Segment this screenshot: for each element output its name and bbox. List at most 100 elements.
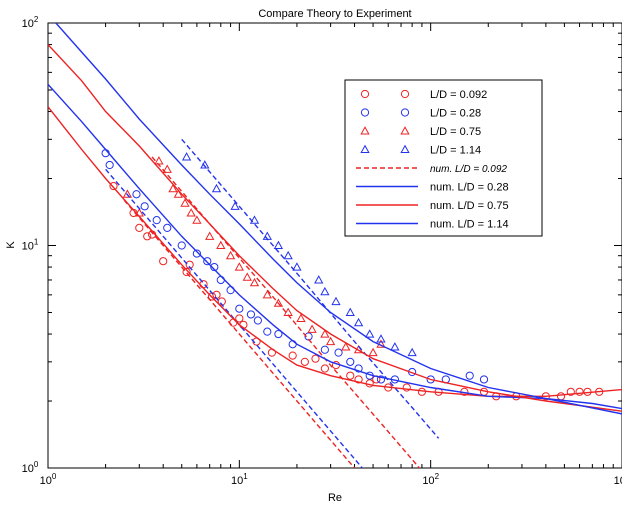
data-point-circle — [210, 262, 219, 272]
data-point-triangle — [234, 262, 244, 271]
x-axis-title: Re — [328, 492, 342, 504]
data-point-circle — [132, 190, 141, 199]
data-point-triangle — [216, 240, 226, 250]
series-line — [48, 106, 622, 397]
data-point-circle — [566, 387, 575, 396]
data-point-circle — [192, 249, 201, 258]
data-point-triangle — [211, 183, 222, 193]
data-point-circle — [109, 181, 118, 191]
data-point-triangle — [242, 272, 252, 281]
series-line — [181, 138, 440, 439]
data-point-triangle — [205, 231, 215, 240]
data-point-triangle — [353, 317, 364, 327]
data-point-triangle — [376, 334, 386, 343]
data-point-triangle — [162, 164, 172, 173]
data-point-triangle — [365, 329, 375, 338]
series-layer — [48, 23, 622, 468]
data-point-circle — [177, 241, 186, 250]
legend-label: num. L/D = 0.75 — [430, 200, 509, 212]
data-point-triangle — [230, 201, 240, 210]
legend-marker-triangle — [400, 144, 410, 154]
data-point-circle — [140, 202, 149, 211]
legend: L/D = 0.092 L/D = 0.28 L/D = 0.75 L/D = 1.1… — [344, 79, 543, 237]
y-axis-title: K — [5, 241, 17, 249]
data-point-triangle — [122, 189, 133, 198]
data-point-circle — [105, 160, 114, 170]
data-point-triangle — [173, 189, 183, 198]
legend-marker-triangle — [360, 144, 370, 154]
data-point-circle — [426, 375, 435, 384]
data-point-circle — [346, 357, 355, 366]
data-point-circle — [320, 345, 329, 354]
legend-box — [344, 79, 543, 237]
data-point-circle — [163, 223, 172, 232]
series-line — [55, 23, 622, 415]
data-point-triangle — [292, 262, 302, 271]
legend-marker-circle — [360, 89, 370, 99]
legend-marker-circle — [400, 108, 410, 117]
legend-label: num. L/D = 0.28 — [430, 182, 509, 194]
data-point-triangle — [192, 215, 202, 224]
series-line — [48, 44, 622, 412]
data-point-triangle — [262, 290, 272, 299]
data-point-triangle — [296, 313, 306, 322]
chart-title: Compare Theory to Experiment — [258, 8, 411, 20]
data-point-triangle — [368, 347, 378, 357]
data-point-circle — [274, 329, 283, 339]
data-point-triangle — [407, 347, 417, 357]
legend-marker-triangle — [360, 126, 370, 135]
data-point-circle — [320, 364, 329, 373]
data-point-circle — [334, 348, 343, 357]
data-point-triangle — [341, 342, 351, 351]
data-point-triangle — [273, 240, 284, 250]
data-point-circle — [402, 383, 411, 392]
data-point-triangle — [307, 324, 317, 333]
data-point-triangle — [345, 307, 355, 317]
data-point-circle — [135, 223, 144, 232]
data-point-circle — [152, 216, 161, 225]
data-point-circle — [185, 260, 194, 269]
data-point-circle — [253, 316, 262, 325]
data-point-triangle — [249, 277, 260, 287]
data-point-triangle — [320, 329, 330, 338]
data-point-circle — [479, 375, 489, 384]
legend-label: L/D = 0.28 — [430, 108, 481, 120]
data-point-circle — [465, 371, 474, 380]
data-point-triangle — [320, 286, 330, 296]
data-point-circle — [203, 257, 212, 266]
data-point-triangle — [186, 208, 196, 217]
data-point-circle — [143, 232, 152, 241]
series-line — [105, 168, 364, 468]
data-point-triangle — [249, 215, 260, 224]
legend-label: L/D = 1.14 — [430, 145, 481, 157]
data-point-circle — [235, 314, 244, 323]
data-point-circle — [182, 267, 191, 277]
x-tick-label: 103 — [614, 472, 622, 487]
data-point-triangle — [390, 342, 400, 351]
data-point-circle — [246, 310, 256, 319]
data-point-triangle — [283, 250, 293, 260]
legend-label: L/D = 0.092 — [430, 89, 487, 101]
legend-marker-triangle — [400, 126, 410, 135]
data-point-circle — [346, 371, 355, 380]
axis-ticks — [47, 22, 622, 469]
data-point-circle — [263, 327, 272, 336]
data-point-circle — [159, 257, 168, 266]
data-point-triangle — [180, 198, 190, 207]
legend-marker-circle — [360, 108, 370, 117]
data-point-circle — [376, 375, 386, 384]
data-point-triangle — [273, 298, 284, 307]
data-point-circle — [288, 351, 297, 360]
series-line — [48, 83, 622, 410]
legend-marker-circle — [400, 89, 410, 99]
data-point-circle — [354, 375, 363, 384]
data-point-triangle — [331, 296, 341, 306]
data-point-triangle — [181, 152, 192, 161]
data-point-triangle — [325, 336, 336, 346]
legend-label: num. L/D = 0.092 — [430, 164, 507, 175]
legend-label: num. L/D = 1.14 — [430, 219, 509, 231]
data-point-circle — [235, 304, 244, 313]
data-point-triangle — [225, 250, 236, 260]
